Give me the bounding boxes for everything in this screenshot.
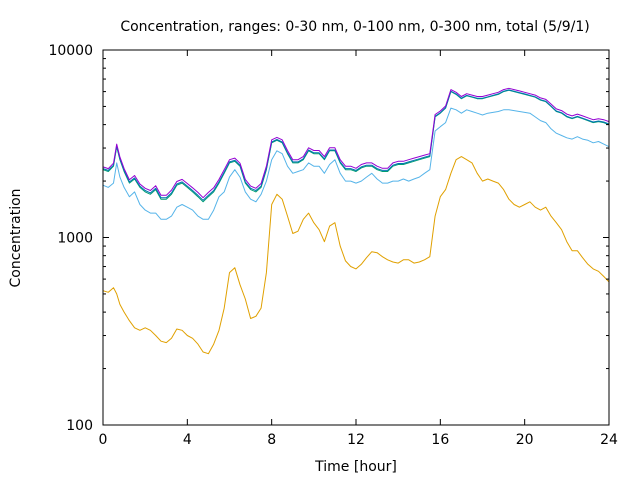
series-line-3 — [102, 89, 610, 203]
x-tick-label: 24 — [600, 432, 618, 448]
series-line-1 — [102, 156, 610, 355]
x-tick-label: 8 — [267, 432, 276, 448]
series-layer — [102, 87, 610, 355]
x-tick-label: 0 — [99, 432, 108, 448]
chart-title: Concentration, ranges: 0-30 nm, 0-100 nm… — [120, 19, 589, 35]
x-tick-label: 20 — [516, 432, 534, 448]
series-line-2 — [102, 107, 610, 220]
y-axis: 100 1000 10000 — [48, 43, 609, 434]
x-tick-label: 12 — [347, 432, 365, 448]
plot-frame — [102, 49, 610, 426]
series-line-5 — [102, 87, 610, 199]
y-tick-label: 100 — [66, 418, 93, 434]
y-tick-label: 1000 — [57, 231, 93, 247]
x-tick-label: 4 — [183, 432, 192, 448]
x-axis: 0 4 8 12 16 20 24 — [99, 50, 618, 448]
x-tick-label: 16 — [431, 432, 449, 448]
y-axis-label: Concentration — [8, 188, 24, 287]
y-tick-label: 10000 — [48, 43, 93, 59]
series-line-4 — [102, 89, 610, 201]
x-axis-label: Time [hour] — [314, 459, 397, 475]
